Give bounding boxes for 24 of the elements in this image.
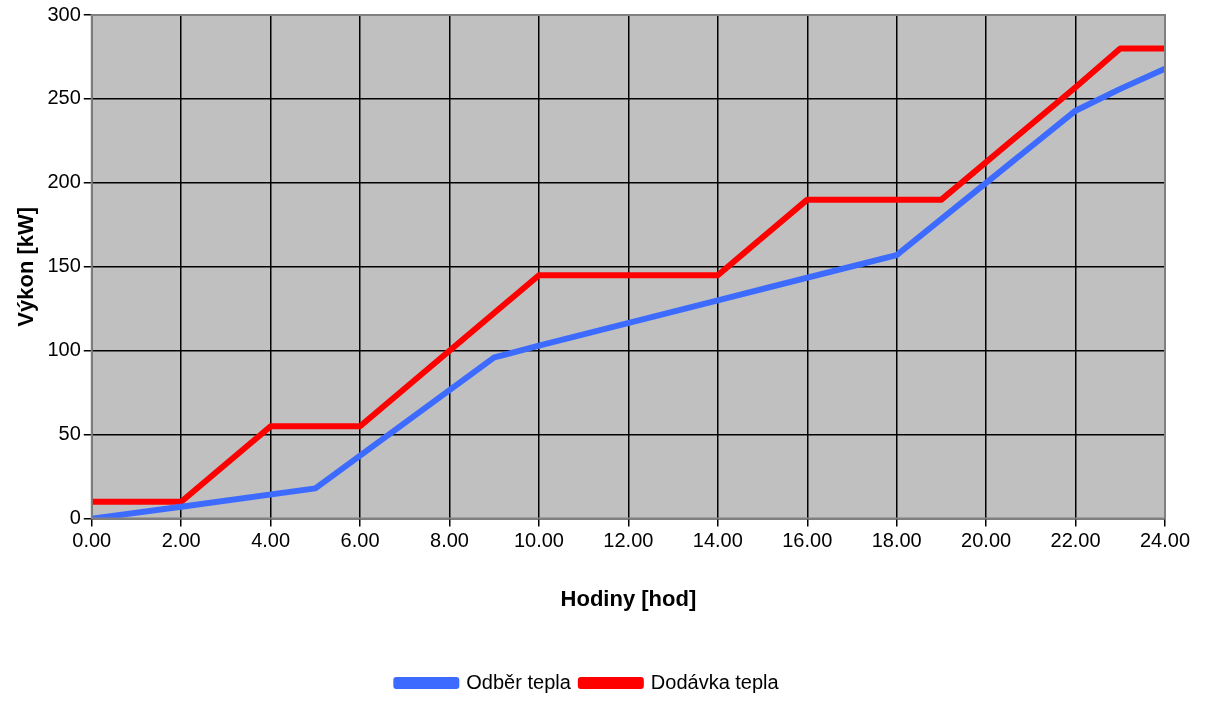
y-axis-title: Výkon [kW]	[13, 206, 39, 327]
y-tick-label: 50	[58, 422, 81, 445]
y-tick-label: 0	[69, 506, 81, 529]
x-tick-label: 24.00	[1139, 529, 1191, 552]
x-tick-label: 6.00	[340, 529, 380, 552]
x-tick-label: 12.00	[603, 529, 654, 552]
x-tick-label: 0.00	[72, 529, 112, 552]
x-tick-label: 2.00	[161, 529, 201, 552]
y-tick-label: 100	[47, 338, 81, 361]
x-tick-label: 8.00	[430, 529, 469, 552]
x-tick-label: 16.00	[782, 529, 833, 552]
x-tick-label: 14.00	[692, 529, 743, 552]
y-tick-label: 300	[47, 2, 81, 25]
x-tick-label: 22.00	[1050, 529, 1101, 552]
legend-label: Odběr tepla	[466, 670, 572, 693]
legend-label: Dodávka tepla	[650, 670, 780, 693]
x-axis-title: Hodiny [hod]	[560, 585, 697, 611]
x-tick-label: 4.00	[251, 529, 291, 552]
x-tick-label: 10.00	[513, 529, 564, 552]
y-tick-label: 200	[47, 170, 81, 193]
x-tick-label: 20.00	[961, 529, 1012, 552]
y-tick-label: 150	[47, 254, 81, 277]
y-tick-label: 250	[47, 86, 81, 109]
x-tick-label: 18.00	[871, 529, 922, 552]
